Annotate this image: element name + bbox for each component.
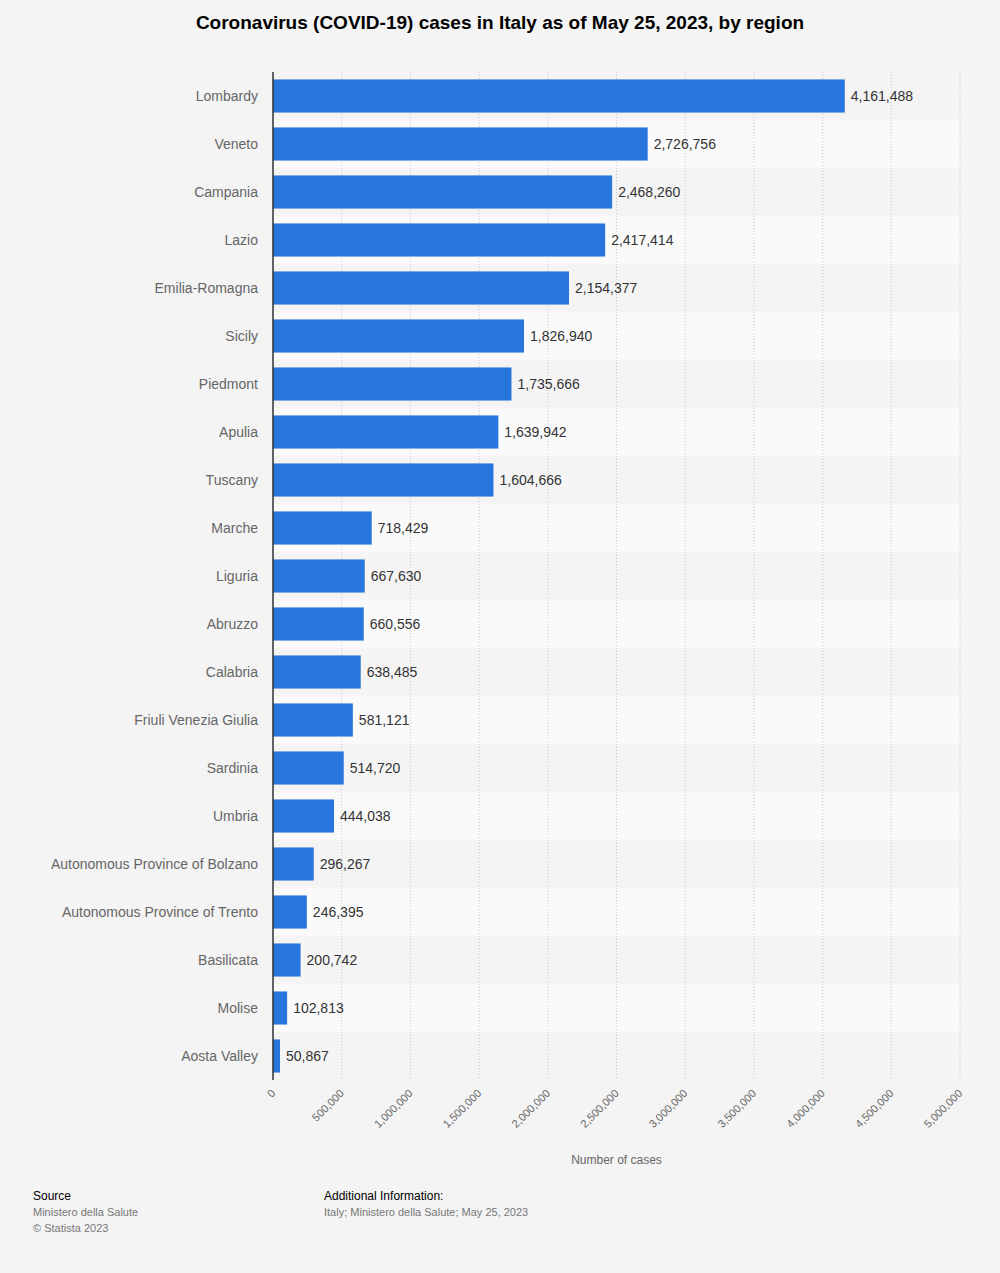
category-label: Marche: [211, 520, 258, 536]
tick-label: 4,000,000: [784, 1087, 827, 1130]
chart: Coronavirus (COVID-19) cases in Italy as…: [0, 0, 1000, 1273]
row-stripe: [273, 72, 960, 120]
data-label: 1,735,666: [517, 376, 579, 392]
data-label: 2,726,756: [654, 136, 716, 152]
data-label: 667,630: [371, 568, 422, 584]
category-label: Veneto: [214, 136, 258, 152]
bar: [273, 1039, 280, 1072]
bar: [273, 655, 361, 688]
bar: [273, 175, 612, 208]
additional-info-label: Additional Information:: [324, 1189, 443, 1203]
category-label: Aosta Valley: [181, 1048, 258, 1064]
bar: [273, 463, 493, 496]
data-label: 581,121: [359, 712, 410, 728]
grid-line: [479, 72, 480, 1080]
grid-line: [960, 72, 961, 1080]
title: Coronavirus (COVID-19) cases in Italy as…: [196, 12, 804, 33]
tick-label: 4,500,000: [853, 1087, 896, 1130]
bar: [273, 511, 372, 544]
tick-label: 2,500,000: [578, 1087, 621, 1130]
data-label: 718,429: [378, 520, 429, 536]
tick-label: 1,500,000: [440, 1087, 483, 1130]
tick-label: 0: [265, 1087, 278, 1100]
category-label: Liguria: [216, 568, 258, 584]
bar: [273, 223, 605, 256]
category-label: Umbria: [213, 808, 258, 824]
category-label: Campania: [194, 184, 258, 200]
bar: [273, 271, 569, 304]
grid-line: [822, 72, 823, 1080]
category-label: Lombardy: [196, 88, 258, 104]
copyright: © Statista 2023: [33, 1222, 108, 1234]
bar: [273, 751, 344, 784]
grid-line: [685, 72, 686, 1080]
data-label: 1,639,942: [504, 424, 566, 440]
category-label: Emilia-Romagna: [155, 280, 259, 296]
source: Ministero della Salute: [33, 1206, 138, 1218]
row-stripe: [273, 264, 960, 312]
data-label: 1,604,666: [499, 472, 561, 488]
bar: [273, 895, 307, 928]
bar: [273, 607, 364, 640]
category-label: Calabria: [206, 664, 258, 680]
category-label: Molise: [218, 1000, 259, 1016]
additional-info: Italy; Ministero della Salute; May 25, 2…: [324, 1206, 528, 1218]
data-label: 2,154,377: [575, 280, 637, 296]
tick-label: 5,000,000: [921, 1087, 964, 1130]
data-label: 638,485: [367, 664, 418, 680]
data-label: 50,867: [286, 1048, 329, 1064]
grid-line: [753, 72, 754, 1080]
bar: [273, 943, 301, 976]
data-label: 200,742: [307, 952, 358, 968]
data-label: 660,556: [370, 616, 421, 632]
row-stripe: [273, 216, 960, 264]
tick-label: 1,000,000: [372, 1087, 415, 1130]
data-label: 4,161,488: [851, 88, 913, 104]
bar: [273, 127, 648, 160]
data-label: 102,813: [293, 1000, 344, 1016]
category-label: Basilicata: [198, 952, 258, 968]
bars: [273, 79, 845, 1072]
category-label: Autonomous Province of Trento: [62, 904, 258, 920]
row-stripe: [273, 120, 960, 168]
bar: [273, 703, 353, 736]
bar: [273, 559, 365, 592]
data-label: 2,468,260: [618, 184, 680, 200]
category-label: Lazio: [225, 232, 259, 248]
data-label: 2,417,414: [611, 232, 673, 248]
bar: [273, 79, 845, 112]
category-label: Sardinia: [207, 760, 259, 776]
bar: [273, 367, 511, 400]
category-label: Autonomous Province of Bolzano: [51, 856, 258, 872]
bar: [273, 847, 314, 880]
grid-line: [891, 72, 892, 1080]
bar: [273, 319, 524, 352]
grid-line: [616, 72, 617, 1080]
data-label: 444,038: [340, 808, 391, 824]
category-label: Apulia: [219, 424, 258, 440]
category-label: Piedmont: [199, 376, 258, 392]
data-label: 514,720: [350, 760, 401, 776]
bar: [273, 415, 498, 448]
axis-line: [272, 72, 274, 1080]
background: [0, 0, 1000, 1273]
category-label: Friuli Venezia Giulia: [134, 712, 258, 728]
grid-line: [547, 72, 548, 1080]
axis-label: Number of cases: [571, 1153, 662, 1167]
category-label: Abruzzo: [207, 616, 259, 632]
tick-label: 3,000,000: [647, 1087, 690, 1130]
category-label: Tuscany: [206, 472, 258, 488]
data-label: 246,395: [313, 904, 364, 920]
data-label: 296,267: [320, 856, 371, 872]
data-label: 1,826,940: [530, 328, 592, 344]
category-label: Sicily: [225, 328, 258, 344]
tick-label: 3,500,000: [715, 1087, 758, 1130]
bar: [273, 799, 334, 832]
bar: [273, 991, 287, 1024]
grid-line: [273, 72, 274, 1080]
source-label: Source: [33, 1189, 71, 1203]
tick-label: 500,000: [310, 1087, 347, 1124]
tick-label: 2,000,000: [509, 1087, 552, 1130]
